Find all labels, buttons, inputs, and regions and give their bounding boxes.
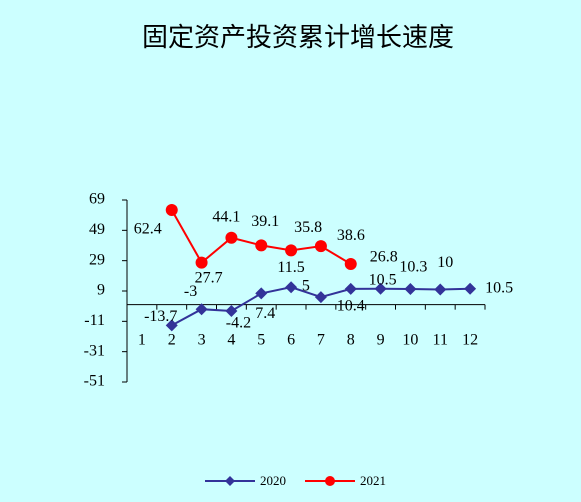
legend-marker <box>225 476 235 486</box>
y-tick-label: -11 <box>84 312 105 329</box>
data-label: 27.7 <box>195 269 223 286</box>
data-label: 10.5 <box>485 279 513 296</box>
point <box>464 282 477 295</box>
y-tick-label: 29 <box>89 251 105 268</box>
point <box>165 319 178 332</box>
data-label: 10 <box>437 254 453 271</box>
point <box>434 283 447 296</box>
data-label: 26.8 <box>370 249 398 266</box>
data-label: 38.6 <box>337 227 365 244</box>
x-tick-label: 8 <box>347 331 355 348</box>
point <box>344 258 357 271</box>
point <box>255 239 268 252</box>
data-label: -3 <box>184 283 197 300</box>
point <box>195 256 208 269</box>
legend-label: 2020 <box>260 473 286 488</box>
chart-title: 固定资产投资累计增长速度 <box>142 23 454 52</box>
x-tick-label: 11 <box>433 331 448 348</box>
x-tick-label: 3 <box>198 331 206 348</box>
data-label: 39.1 <box>251 213 279 230</box>
x-tick-label: 9 <box>377 331 385 348</box>
data-label: 62.4 <box>134 221 162 238</box>
y-tick-label: 49 <box>89 221 105 238</box>
point <box>225 305 238 318</box>
point <box>314 240 327 253</box>
point <box>374 282 387 295</box>
data-label: 5 <box>302 278 310 295</box>
point <box>344 282 357 295</box>
data-label: 7.4 <box>255 305 275 322</box>
y-tick-label: 69 <box>89 191 105 208</box>
x-tick-label: 7 <box>317 331 325 348</box>
point <box>195 303 208 316</box>
data-label: 10.3 <box>399 259 427 276</box>
data-label: 10.4 <box>337 298 365 315</box>
y-tick-label: -31 <box>84 342 105 359</box>
point <box>285 244 298 257</box>
data-label: 44.1 <box>212 208 240 225</box>
point <box>285 281 298 294</box>
data-label: 11.5 <box>277 259 304 276</box>
data-label: 35.8 <box>294 219 322 236</box>
y-tick-label: 9 <box>97 282 105 299</box>
x-tick-label: 1 <box>138 331 146 348</box>
legend-label: 2021 <box>360 473 386 488</box>
point <box>165 204 178 217</box>
data-label: -13.7 <box>144 308 177 325</box>
x-tick-label: 12 <box>462 331 478 348</box>
data-label: 10.5 <box>369 271 397 288</box>
x-tick-label: 6 <box>287 331 295 348</box>
legend-marker <box>325 476 335 486</box>
y-tick-label: -51 <box>84 373 105 390</box>
point <box>404 283 417 296</box>
x-tick-label: 10 <box>402 331 418 348</box>
point <box>225 231 238 244</box>
point <box>255 287 268 300</box>
point <box>314 291 327 304</box>
data-label: -4.2 <box>226 315 251 332</box>
x-tick-label: 5 <box>257 331 265 348</box>
x-tick-label: 4 <box>227 331 235 348</box>
x-tick-label: 2 <box>168 331 176 348</box>
